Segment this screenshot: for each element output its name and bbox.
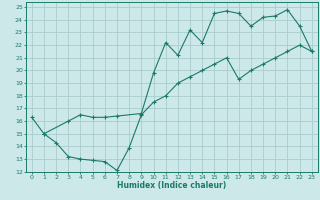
X-axis label: Humidex (Indice chaleur): Humidex (Indice chaleur) — [117, 181, 227, 190]
